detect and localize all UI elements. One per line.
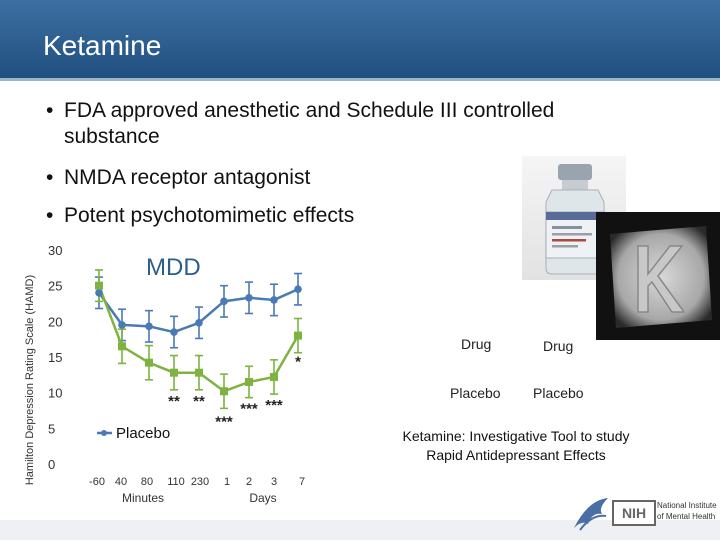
legend-drug-2: Drug xyxy=(543,338,574,354)
significance-marker: *** xyxy=(215,413,233,430)
y-tick-label: 30 xyxy=(48,243,62,258)
bullet-dot: • xyxy=(46,204,54,227)
ketamine-powder-photo xyxy=(596,212,720,340)
placebo-point xyxy=(195,318,203,327)
hhs-eagle-logo xyxy=(574,498,608,531)
y-tick-label: 25 xyxy=(48,279,62,294)
drug-point xyxy=(220,387,228,396)
legend-drug-1: Drug xyxy=(461,336,492,352)
caption-line-2: Rapid Antidepressant Effects xyxy=(426,447,606,463)
drug-point xyxy=(95,281,103,290)
x-tick-label: 80 xyxy=(141,476,153,488)
hamd-line-chart: Hamilton Depression Rating Scale (HAMD) … xyxy=(24,243,305,505)
placebo-point xyxy=(270,296,278,304)
x-tick-label: 2 xyxy=(246,476,252,488)
x-tick-label: 1 xyxy=(224,476,230,488)
drug-point xyxy=(170,368,178,377)
drug-point xyxy=(270,372,278,381)
x-tick-label: 7 xyxy=(299,476,305,488)
drug-point xyxy=(118,342,126,351)
placebo-point xyxy=(220,297,228,306)
legend-placebo-label: Placebo xyxy=(116,425,170,442)
significance-marker: *** xyxy=(240,401,258,418)
x-tick-label: 3 xyxy=(271,476,277,488)
series-points xyxy=(95,281,302,396)
y-tick-label: 20 xyxy=(48,314,62,329)
nimh-line-1: National Institute xyxy=(657,501,717,510)
drug-point xyxy=(294,331,302,340)
panel-label-mdd: MDD xyxy=(146,254,201,281)
nih-logo: NIH xyxy=(612,500,656,526)
legend-placebo-1: Placebo xyxy=(450,385,501,401)
legend-placebo-2: Placebo xyxy=(533,385,584,401)
chart-legend: Placebo xyxy=(97,425,170,442)
placebo-point xyxy=(245,293,253,302)
drug-point xyxy=(195,368,203,377)
placebo-point xyxy=(145,322,153,331)
drug-point xyxy=(245,377,253,386)
significance-marker: ** xyxy=(193,393,205,410)
x-axis-label-minutes: Minutes xyxy=(122,491,164,505)
y-tick-label: 5 xyxy=(48,421,55,436)
placebo-point xyxy=(95,289,103,297)
footer-band xyxy=(0,520,720,540)
y-tick-label: 0 xyxy=(48,457,55,472)
nimh-line-2: of Mental Health xyxy=(657,512,716,521)
bullet-dot: • xyxy=(46,166,54,189)
significance-marker: *** xyxy=(265,397,283,414)
powder-k-icon xyxy=(610,226,712,328)
error-bars xyxy=(95,269,302,410)
title-bar-divider xyxy=(0,78,720,81)
title-bar: Ketamine xyxy=(0,0,720,78)
nimh-name: National Institute of Mental Health xyxy=(657,500,717,522)
y-tick-label: 15 xyxy=(48,350,62,365)
y-axis-label: Hamilton Depression Rating Scale (HAMD) xyxy=(24,275,36,485)
drug-point xyxy=(145,358,153,367)
placebo-point xyxy=(118,321,126,329)
vial-icon xyxy=(545,164,605,275)
y-tick-label: 10 xyxy=(48,386,62,401)
bullet-2-text: NMDA receptor antagonist xyxy=(64,166,311,189)
legend-placebo-marker xyxy=(101,430,107,436)
placebo-point xyxy=(170,328,178,336)
x-tick-label: 110 xyxy=(167,476,185,488)
caption-line-1: Ketamine: Investigative Tool to study xyxy=(402,428,630,444)
x-tick-label: 230 xyxy=(191,476,209,488)
placebo-point xyxy=(294,285,302,294)
y-tick-labels: 0 5 10 15 20 25 30 xyxy=(48,243,62,472)
caption-box: Ketamine: Investigative Tool to study Ra… xyxy=(370,408,662,476)
bullet-dot: • xyxy=(46,99,54,122)
significance-marker: ** xyxy=(168,393,180,410)
bullet-3-text: Potent psychotomimetic effects xyxy=(64,204,355,227)
significance-markers: ** ******** **** xyxy=(168,354,301,431)
x-axis-label-days: Days xyxy=(249,491,276,505)
x-tick-label: -60 xyxy=(89,476,105,488)
significance-marker: * xyxy=(295,354,301,371)
x-tick-labels: -60 40 80 110 230 1 2 3 7 xyxy=(89,476,305,488)
bullet-1-line-2: substance xyxy=(64,125,160,148)
slide-title: Ketamine xyxy=(43,30,162,61)
bullet-1-line-1: FDA approved anesthetic and Schedule III… xyxy=(64,99,555,122)
x-tick-label: 40 xyxy=(115,476,127,488)
